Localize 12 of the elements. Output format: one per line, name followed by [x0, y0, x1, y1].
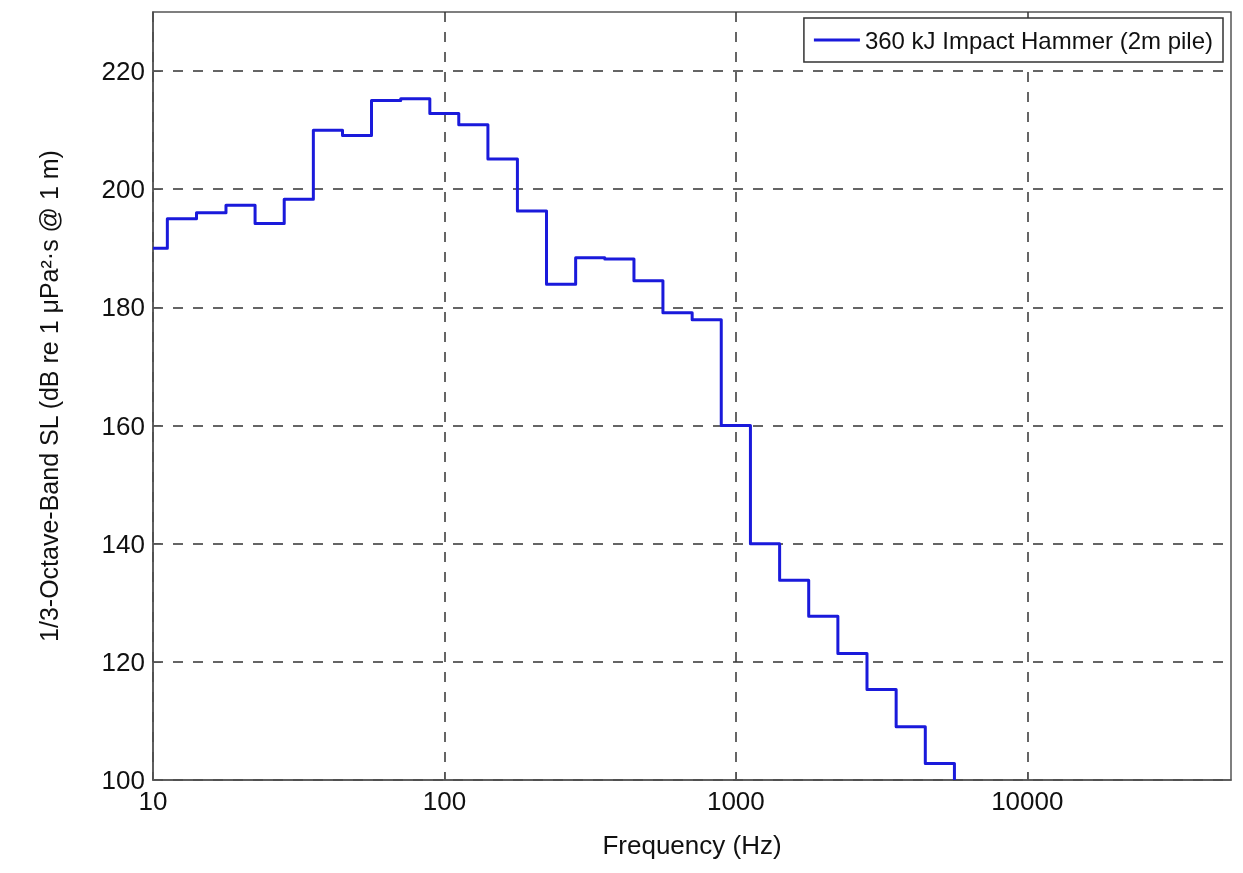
y-tick-label: 180	[101, 292, 145, 323]
y-axis-title: 1/3-Octave-Band SL (dB re 1 μPa²·s @ 1 m)	[34, 150, 63, 642]
legend-label: 360 kJ Impact Hammer (2m pile)	[864, 26, 1213, 54]
y-tick-label: 120	[101, 646, 145, 677]
y-tick-label: 140	[101, 528, 145, 559]
x-tick-label: 10000	[991, 786, 1064, 816]
y-tick-label: 200	[101, 174, 145, 205]
y-tick-label: 160	[101, 410, 145, 441]
x-axis-title: Frequency (Hz)	[602, 830, 782, 860]
x-tick-label: 1000	[706, 786, 765, 816]
x-tick-label: 100	[422, 786, 467, 816]
y-tick-label: 220	[101, 56, 145, 87]
